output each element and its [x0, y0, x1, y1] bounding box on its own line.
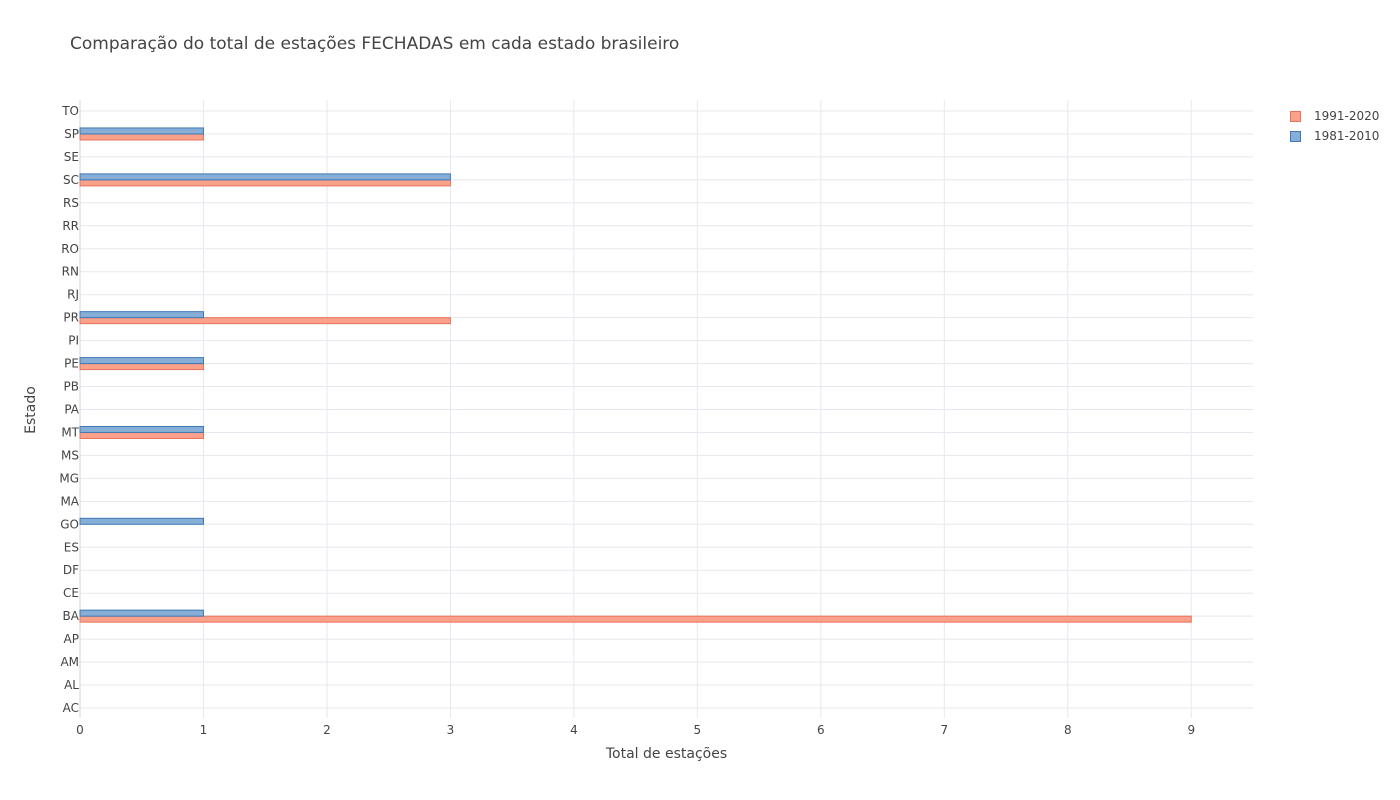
y-tick-label: PB	[64, 380, 79, 394]
bar-pe-1991-2020[interactable]	[79, 363, 204, 371]
y-tick-label: PR	[63, 311, 79, 325]
y-tick-label: RJ	[67, 288, 79, 302]
y-tick-label: SP	[64, 127, 79, 141]
x-tick-label: 3	[447, 723, 455, 737]
x-tick-label: 2	[323, 723, 331, 737]
bar-mt-1981-2010[interactable]	[79, 425, 204, 433]
legend-swatch	[1290, 130, 1301, 142]
x-tick-label: 1	[200, 723, 208, 737]
y-tick-label: PA	[64, 403, 79, 417]
y-tick-label: SC	[63, 173, 79, 187]
x-tick-label: 9	[1187, 723, 1195, 737]
legend-swatch	[1290, 110, 1301, 122]
y-tick-label: MS	[61, 448, 79, 462]
y-tick-label: MA	[60, 494, 79, 508]
bar-mt-1991-2020[interactable]	[79, 431, 204, 439]
bar-pr-1981-2010[interactable]	[79, 311, 204, 319]
bar-sc-1991-2020[interactable]	[79, 179, 451, 187]
x-tick-label: 4	[570, 723, 578, 737]
y-tick-label: BA	[63, 609, 80, 623]
bar-pr-1991-2020[interactable]	[79, 317, 451, 325]
y-tick-label: TO	[61, 104, 79, 118]
x-tick-label: 8	[1064, 723, 1072, 737]
chart-title: Comparação do total de estações FECHADAS…	[70, 34, 680, 54]
legend-label: 1991-2020	[1314, 109, 1380, 123]
y-tick-label: DF	[63, 563, 79, 577]
y-tick-label: RN	[62, 265, 79, 279]
bar-ba-1981-2010[interactable]	[79, 609, 204, 617]
y-tick-label: RS	[63, 196, 79, 210]
y-tick-label: GO	[60, 517, 79, 531]
y-tick-label: AC	[63, 701, 79, 715]
bar-pe-1981-2010[interactable]	[79, 357, 204, 365]
y-tick-label: AP	[64, 632, 79, 646]
y-tick-label: SE	[64, 150, 79, 164]
x-tick-label: 6	[817, 723, 825, 737]
y-tick-label: PI	[68, 334, 79, 348]
legend-item-1981-2010[interactable]: 1981-2010	[1290, 126, 1379, 146]
y-tick-label: PE	[64, 357, 79, 371]
bar-go-1981-2010[interactable]	[79, 517, 204, 525]
y-tick-label: CE	[63, 586, 79, 600]
y-tick-label: RO	[61, 242, 79, 256]
y-tick-label: RR	[62, 219, 79, 233]
x-axis-label: Total de estações	[605, 746, 728, 762]
y-tick-label: MG	[59, 471, 79, 485]
bar-ba-1991-2020[interactable]	[79, 615, 1192, 623]
bar-sp-1981-2010[interactable]	[79, 127, 204, 135]
x-tick-label: 0	[76, 723, 84, 737]
x-tick-label: 5	[694, 723, 702, 737]
legend-item-1991-2020[interactable]: 1991-2020	[1290, 106, 1379, 126]
legend-label: 1981-2010	[1314, 129, 1380, 143]
bar-sp-1991-2020[interactable]	[79, 133, 204, 141]
x-tick-label: 7	[940, 723, 948, 737]
tick-labels: AC AL AM AP BA CE DF ES GO MA MG MS MT PA PB PE PI PR RJ RN…	[59, 104, 1195, 737]
y-tick-label: ES	[64, 540, 79, 554]
y-axis-label: Estado	[23, 386, 39, 434]
legend: 1991-2020 1981-2010	[1290, 106, 1379, 146]
y-tick-label: MT	[61, 425, 79, 439]
grid-lines	[79, 100, 1253, 718]
bars	[79, 127, 1192, 623]
y-tick-label: AL	[64, 678, 79, 692]
bar-sc-1981-2010[interactable]	[79, 173, 451, 181]
y-tick-label: AM	[60, 655, 79, 669]
